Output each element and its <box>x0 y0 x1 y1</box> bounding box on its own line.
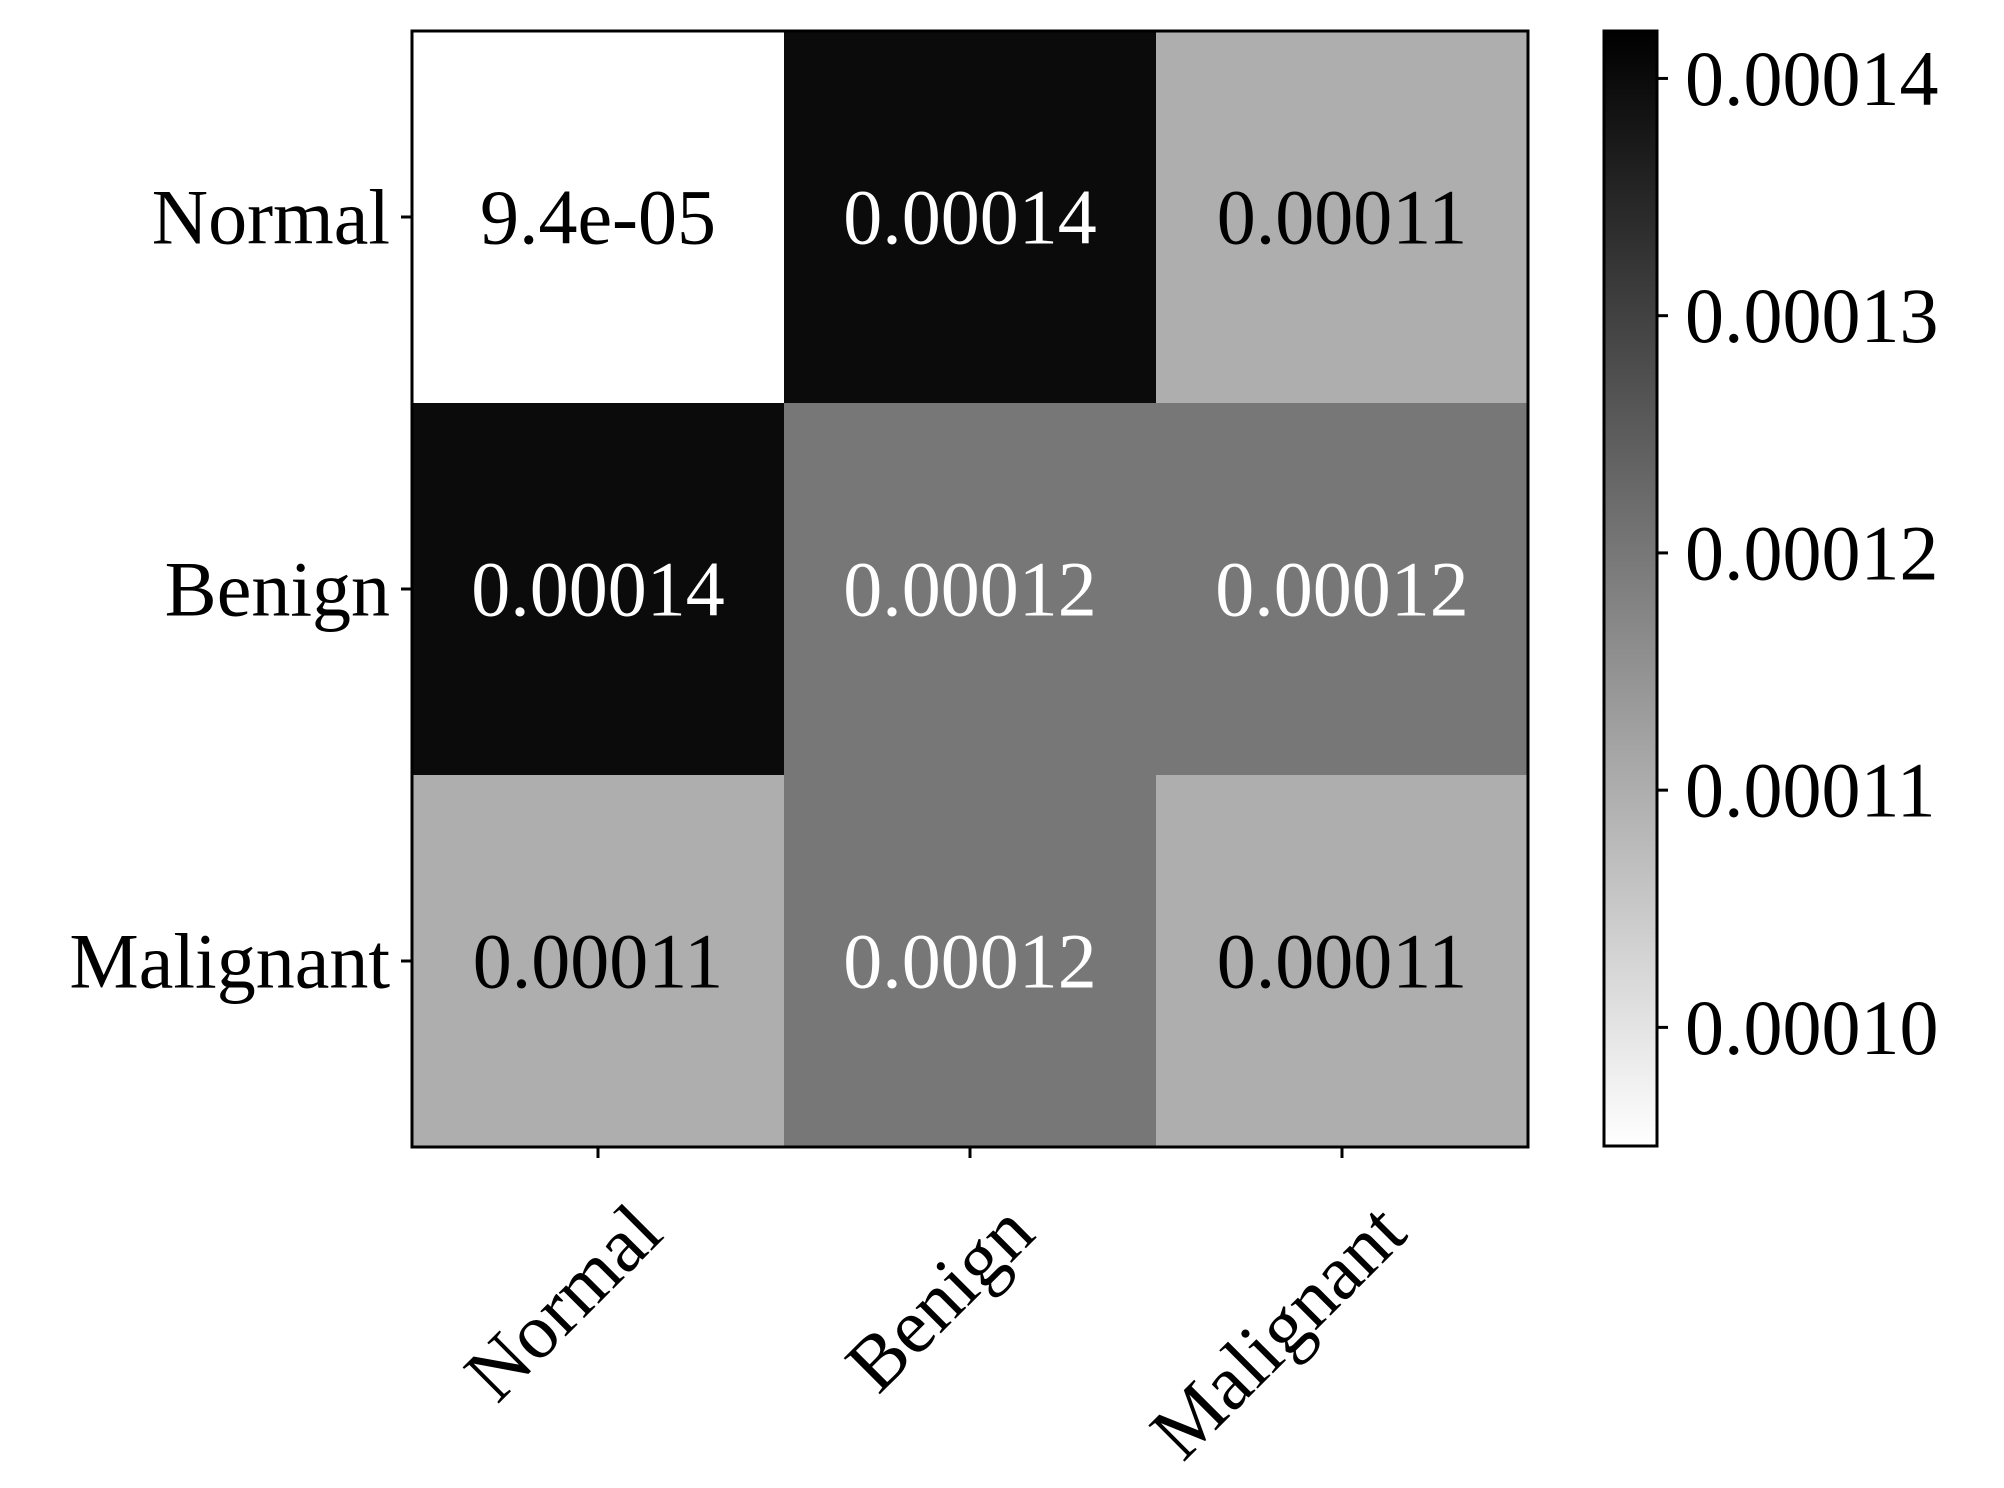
heatmap-cell-malignant-malignant <box>1156 775 1528 1147</box>
heatmap-cell-labels: 9.4e-05 0.00014 0.00011 0.00014 0.00012 0.000… <box>471 174 1469 1005</box>
cell-label-benign-malignant: 0.00012 <box>1215 546 1469 633</box>
heatmap-cells <box>412 31 1528 1147</box>
y-tick-label-benign: Benign <box>165 546 390 633</box>
cell-label-malignant-benign: 0.00012 <box>843 918 1097 1005</box>
x-axis: Normal Benign Malignant <box>448 1147 1422 1475</box>
cell-label-benign-normal: 0.00014 <box>471 546 725 633</box>
cell-label-normal-benign: 0.00014 <box>843 174 1097 261</box>
heatmap-cell-malignant-normal <box>412 775 784 1147</box>
x-tick-label-normal: Normal <box>448 1187 678 1417</box>
colorbar-ticks: 0.00010 0.00011 0.00012 0.00013 0.00014 <box>1657 35 1939 1071</box>
colorbar-frame <box>1602 29 1659 1148</box>
cell-label-malignant-malignant: 0.00011 <box>1217 918 1468 1005</box>
x-tick-label-benign: Benign <box>829 1187 1050 1408</box>
cell-label-benign-benign: 0.00012 <box>843 546 1097 633</box>
heatmap-cell-normal-normal <box>412 31 784 403</box>
heatmap-cell-normal-malignant <box>1156 31 1528 403</box>
heatmap-cell-benign-benign <box>784 403 1156 775</box>
y-tick-label-malignant: Malignant <box>69 918 390 1005</box>
heatmap-cell-malignant-benign <box>784 775 1156 1147</box>
colorbar-gradient <box>1604 31 1657 1146</box>
cell-label-normal-normal: 9.4e-05 <box>480 174 716 261</box>
cell-label-malignant-normal: 0.00011 <box>473 918 724 1005</box>
y-axis: Normal Benign Malignant <box>69 174 412 1005</box>
heatmap-cell-benign-normal <box>412 403 784 775</box>
heatmap-cell-benign-malignant <box>1156 403 1528 775</box>
colorbar-tick-label-0-00014: 0.00014 <box>1685 35 1939 122</box>
x-tick-label-malignant: Malignant <box>1133 1187 1421 1475</box>
y-tick-label-normal: Normal <box>152 174 390 261</box>
colorbar: 0.00010 0.00011 0.00012 0.00013 0.00014 <box>1602 29 1939 1148</box>
colorbar-tick-label-0-00013: 0.00013 <box>1685 272 1939 359</box>
colorbar-tick-label-0-00011: 0.00011 <box>1685 747 1936 834</box>
cell-label-normal-malignant: 0.00011 <box>1217 174 1468 261</box>
colorbar-tick-label-0-00010: 0.00010 <box>1685 984 1939 1071</box>
colorbar-tick-label-0-00012: 0.00012 <box>1685 509 1939 596</box>
heatmap-cell-normal-benign <box>784 31 1156 403</box>
